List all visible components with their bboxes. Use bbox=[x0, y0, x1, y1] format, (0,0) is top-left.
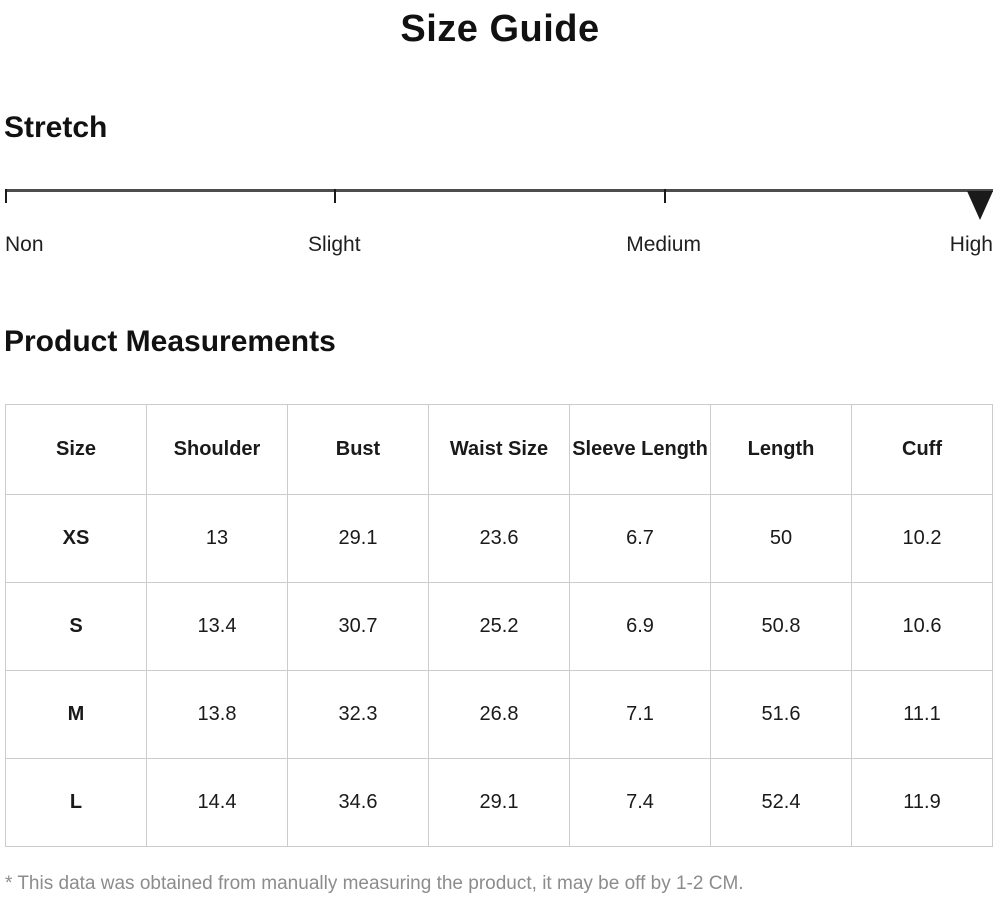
measurements-table: Size Shoulder Bust Waist Size Sleeve Length L… bbox=[5, 404, 993, 847]
value-cell: 11.9 bbox=[851, 758, 993, 847]
value-cell: 26.8 bbox=[428, 670, 570, 759]
table-row-xs: XS 13 29.1 23.6 6.7 50 10.2 bbox=[5, 494, 993, 583]
size-cell: XS bbox=[5, 494, 147, 583]
value-cell: 29.1 bbox=[287, 494, 429, 583]
measurements-table-head: Size Shoulder Bust Waist Size Sleeve Length L… bbox=[5, 404, 993, 495]
column-header-cuff: Cuff bbox=[851, 404, 993, 495]
column-header-size: Size bbox=[5, 404, 147, 495]
stretch-heading: Stretch bbox=[4, 111, 108, 144]
table-row-l: L 14.4 34.6 29.1 7.4 52.4 11.9 bbox=[5, 758, 993, 847]
value-cell: 32.3 bbox=[287, 670, 429, 759]
header-row: Size Shoulder Bust Waist Size Sleeve Length L… bbox=[5, 404, 993, 495]
column-header-bust: Bust bbox=[287, 404, 429, 495]
stretch-label-non: Non bbox=[5, 233, 44, 256]
stretch-tick-slight bbox=[334, 189, 337, 203]
page-title: Size Guide bbox=[400, 8, 600, 50]
stretch-tick-non bbox=[5, 189, 7, 203]
stretch-scale-labels: Non Slight Medium High bbox=[5, 233, 993, 261]
column-header-waist-size: Waist Size bbox=[428, 404, 570, 495]
value-cell: 23.6 bbox=[428, 494, 570, 583]
value-cell: 50.8 bbox=[710, 582, 852, 671]
value-cell: 52.4 bbox=[710, 758, 852, 847]
measurements-heading: Product Measurements bbox=[4, 325, 336, 358]
measurements-table-body: XS 13 29.1 23.6 6.7 50 10.2 S 13.4 30.7 25.2 6.9 50.… bbox=[5, 494, 993, 847]
size-cell: L bbox=[5, 758, 147, 847]
table-row-s: S 13.4 30.7 25.2 6.9 50.8 10.6 bbox=[5, 582, 993, 671]
stretch-scale-line bbox=[5, 189, 993, 192]
stretch-marker-triangle-icon bbox=[967, 191, 993, 220]
value-cell: 10.2 bbox=[851, 494, 993, 583]
value-cell: 51.6 bbox=[710, 670, 852, 759]
value-cell: 6.7 bbox=[569, 494, 711, 583]
size-cell: M bbox=[5, 670, 147, 759]
value-cell: 13.4 bbox=[146, 582, 288, 671]
stretch-label-high: High bbox=[949, 233, 993, 256]
value-cell: 7.1 bbox=[569, 670, 711, 759]
value-cell: 13 bbox=[146, 494, 288, 583]
value-cell: 13.8 bbox=[146, 670, 288, 759]
column-header-shoulder: Shoulder bbox=[146, 404, 288, 495]
stretch-scale bbox=[5, 189, 993, 221]
stretch-label-medium: Medium bbox=[626, 233, 701, 256]
value-cell: 11.1 bbox=[851, 670, 993, 759]
table-row-m: M 13.8 32.3 26.8 7.1 51.6 11.1 bbox=[5, 670, 993, 759]
value-cell: 30.7 bbox=[287, 582, 429, 671]
column-header-sleeve-length: Sleeve Length bbox=[569, 404, 711, 495]
value-cell: 14.4 bbox=[146, 758, 288, 847]
value-cell: 25.2 bbox=[428, 582, 570, 671]
value-cell: 7.4 bbox=[569, 758, 711, 847]
size-cell: S bbox=[5, 582, 147, 671]
footnote: * This data was obtained from manually m… bbox=[5, 873, 744, 894]
value-cell: 50 bbox=[710, 494, 852, 583]
value-cell: 34.6 bbox=[287, 758, 429, 847]
column-header-length: Length bbox=[710, 404, 852, 495]
value-cell: 29.1 bbox=[428, 758, 570, 847]
stretch-tick-medium bbox=[663, 189, 666, 203]
value-cell: 10.6 bbox=[851, 582, 993, 671]
stretch-label-slight: Slight bbox=[308, 233, 361, 256]
value-cell: 6.9 bbox=[569, 582, 711, 671]
